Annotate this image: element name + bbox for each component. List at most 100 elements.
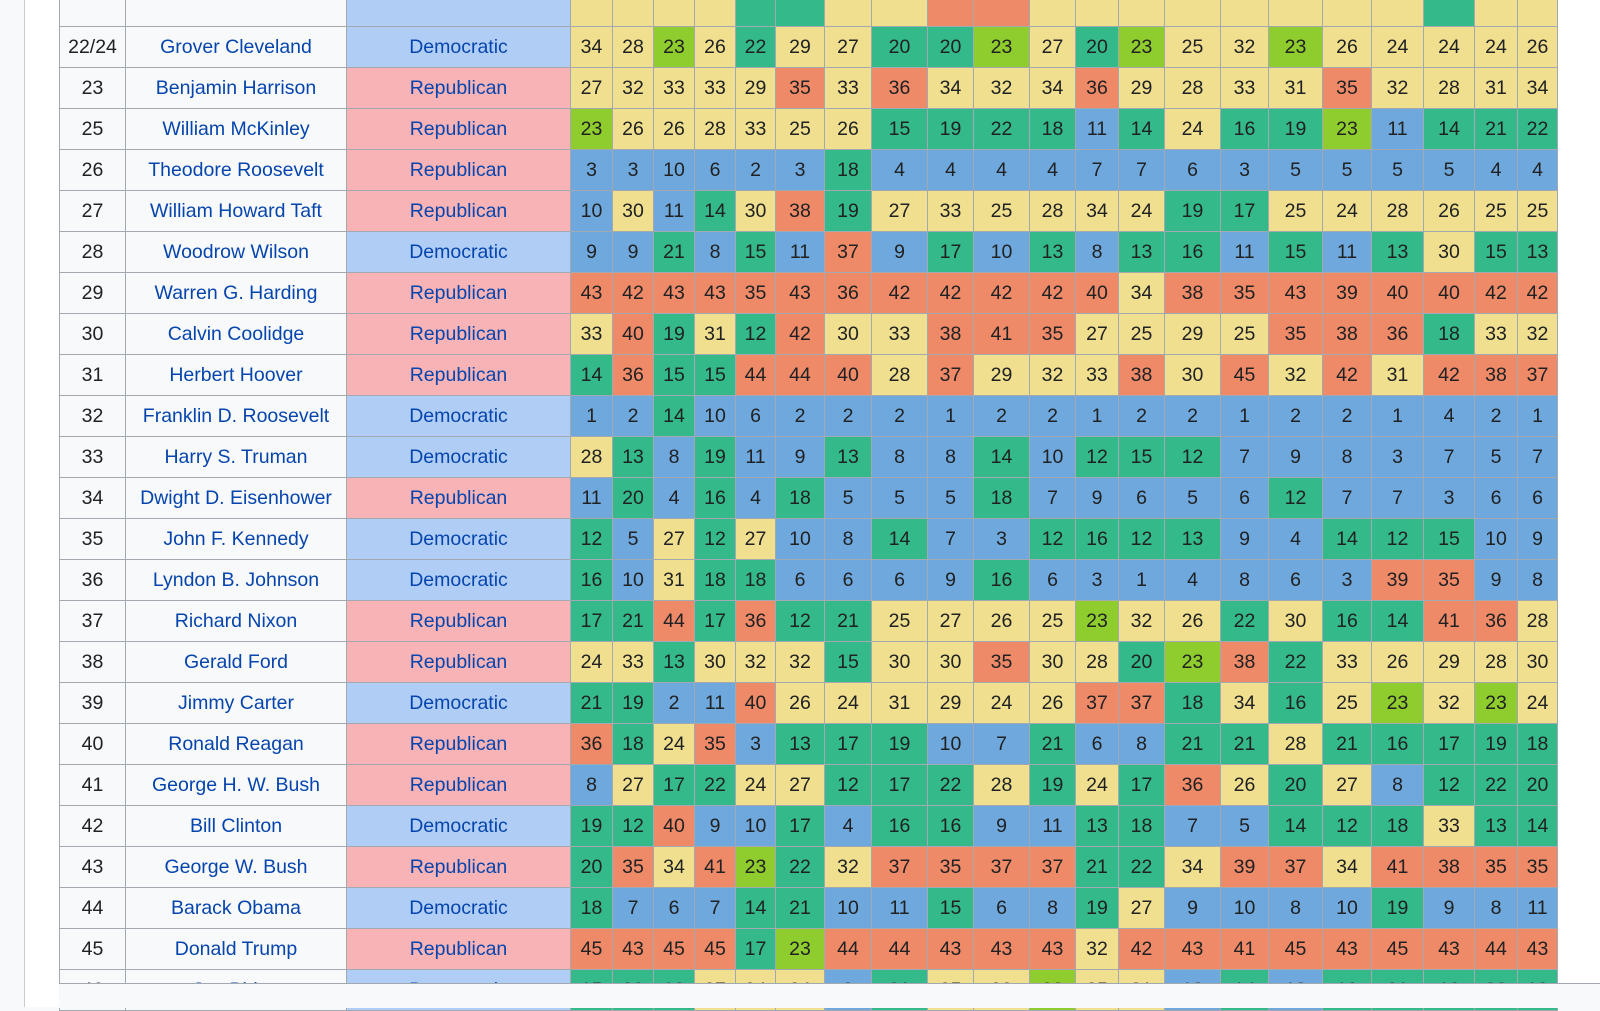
rank-cell: 38	[1164, 272, 1221, 314]
rank-cell: 21	[775, 887, 825, 929]
rank-cell: 37	[1118, 682, 1165, 724]
president-name-link[interactable]: Richard Nixon	[125, 600, 347, 642]
rank-cell: 43	[1423, 928, 1475, 970]
party-link[interactable]: Republican	[346, 354, 571, 396]
party-link[interactable]: Republican	[346, 108, 571, 150]
rank-cell: 45	[570, 928, 613, 970]
president-name-link[interactable]: Benjamin Harrison	[125, 67, 347, 109]
rank-cell: 12	[775, 600, 825, 642]
cell-stub	[1322, 0, 1372, 27]
president-name-link[interactable]: Herbert Hoover	[125, 354, 347, 396]
party-link[interactable]: Republican	[346, 600, 571, 642]
rank-cell: 8	[927, 436, 974, 478]
rank-cell: 44	[1474, 928, 1518, 970]
president-name-link[interactable]: Harry S. Truman	[125, 436, 347, 478]
party-link[interactable]: Republican	[346, 928, 571, 970]
party-link[interactable]: Democratic	[346, 887, 571, 929]
rank-cell: 15	[653, 354, 695, 396]
president-name-link[interactable]: Grover Cleveland	[125, 26, 347, 68]
rank-cell: 27	[612, 764, 654, 806]
rank-cell: 17	[735, 928, 776, 970]
party-link[interactable]: Republican	[346, 723, 571, 765]
president-name-link[interactable]: Dwight D. Eisenhower	[125, 477, 347, 519]
rank-cell: 33	[824, 67, 872, 109]
president-name-link[interactable]: Woodrow Wilson	[125, 231, 347, 273]
president-number-cell: 29	[59, 272, 126, 314]
rank-cell: 40	[1423, 272, 1475, 314]
rank-cell: 6	[1164, 149, 1221, 191]
rank-cell: 24	[1075, 764, 1119, 806]
rank-cell: 14	[1423, 108, 1475, 150]
party-link[interactable]: Republican	[346, 149, 571, 191]
party-link[interactable]: Republican	[346, 477, 571, 519]
party-link[interactable]: Democratic	[346, 436, 571, 478]
president-name-link[interactable]: George H. W. Bush	[125, 764, 347, 806]
rank-cell: 18	[1517, 723, 1558, 765]
party-link[interactable]: Republican	[346, 641, 571, 683]
party-link[interactable]: Republican	[346, 190, 571, 232]
rank-cell: 4	[871, 149, 928, 191]
party-link[interactable]: Democratic	[346, 26, 571, 68]
rank-cell: 33	[871, 313, 928, 355]
party-link[interactable]: Republican	[346, 764, 571, 806]
rank-cell: 38	[1474, 354, 1518, 396]
president-name-link[interactable]: Bill Clinton	[125, 805, 347, 847]
party-link[interactable]: Republican	[346, 272, 571, 314]
rank-cell: 27	[653, 518, 695, 560]
president-name-link[interactable]: Theodore Roosevelt	[125, 149, 347, 191]
party-link[interactable]: Republican	[346, 313, 571, 355]
rank-cell: 16	[1075, 518, 1119, 560]
rank-cell: 4	[1517, 149, 1558, 191]
president-name-link[interactable]: Calvin Coolidge	[125, 313, 347, 355]
rank-cell: 16	[1371, 723, 1424, 765]
president-name-link[interactable]: John F. Kennedy	[125, 518, 347, 560]
rank-cell: 24	[973, 682, 1030, 724]
president-name-link[interactable]: Franklin D. Roosevelt	[125, 395, 347, 437]
president-name-link[interactable]: William McKinley	[125, 108, 347, 150]
rank-cell: 23	[973, 26, 1030, 68]
party-link[interactable]: Democratic	[346, 805, 571, 847]
party-link[interactable]: Democratic	[346, 395, 571, 437]
rank-cell: 14	[871, 518, 928, 560]
party-link[interactable]: Democratic	[346, 231, 571, 273]
rank-cell: 36	[824, 272, 872, 314]
president-name-link[interactable]: Warren G. Harding	[125, 272, 347, 314]
rank-cell: 5	[612, 518, 654, 560]
rank-cell: 30	[927, 641, 974, 683]
party-link[interactable]: Republican	[346, 846, 571, 888]
rank-cell: 13	[1517, 231, 1558, 273]
rank-cell: 5	[1423, 149, 1475, 191]
cell-stub	[1423, 0, 1475, 27]
rank-cell: 28	[1164, 67, 1221, 109]
rank-cell: 34	[570, 26, 613, 68]
president-name-link[interactable]: Donald Trump	[125, 928, 347, 970]
president-name-link[interactable]: George W. Bush	[125, 846, 347, 888]
rank-cell: 19	[1268, 108, 1323, 150]
president-name-link[interactable]: Barack Obama	[125, 887, 347, 929]
rank-cell: 29	[1118, 67, 1165, 109]
rank-cell: 39	[1322, 272, 1372, 314]
rank-cell: 16	[973, 559, 1030, 601]
rank-cell: 20	[871, 26, 928, 68]
rank-cell: 42	[927, 272, 974, 314]
party-link[interactable]: Republican	[346, 67, 571, 109]
president-name-link[interactable]: Ronald Reagan	[125, 723, 347, 765]
president-number-cell: 45	[59, 928, 126, 970]
party-link[interactable]: Democratic	[346, 559, 571, 601]
rank-cell: 10	[570, 190, 613, 232]
table-row: 37 Richard Nixon Republican 17 21 44 17 36 12 21 2…	[59, 600, 1558, 642]
party-link[interactable]: Democratic	[346, 682, 571, 724]
rank-cell: 1	[1371, 395, 1424, 437]
table-row: 41 George H. W. Bush Republican 8 27 17 22 24 27…	[59, 764, 1558, 806]
president-name-link[interactable]: Jimmy Carter	[125, 682, 347, 724]
cell-stub	[1029, 0, 1076, 27]
rank-cell: 27	[775, 764, 825, 806]
rank-cell: 3	[775, 149, 825, 191]
president-name-link[interactable]: William Howard Taft	[125, 190, 347, 232]
rank-cell: 29	[973, 354, 1030, 396]
rank-cell: 37	[824, 231, 872, 273]
party-link[interactable]: Democratic	[346, 518, 571, 560]
president-name-link[interactable]: Lyndon B. Johnson	[125, 559, 347, 601]
rank-cell: 15	[694, 354, 736, 396]
president-name-link[interactable]: Gerald Ford	[125, 641, 347, 683]
